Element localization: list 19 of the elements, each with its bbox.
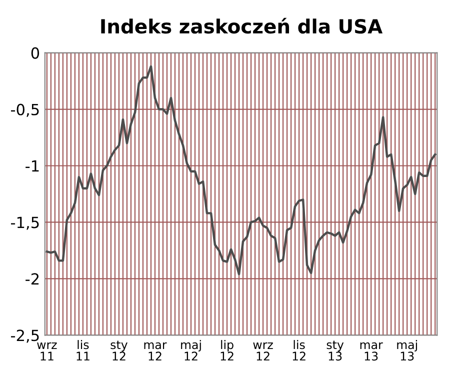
x-tick-label: sty 13 — [326, 340, 344, 361]
x-tick-label: mar 13 — [360, 342, 383, 361]
y-tick-label: -0,5 — [11, 104, 39, 117]
y-tick-label: -2 — [26, 273, 39, 284]
chart-title: Indeks zaskoczeń dla USA — [101, 18, 383, 34]
y-tick-label: -1 — [26, 160, 39, 172]
y-tick-label: -1,5 — [11, 216, 39, 230]
x-tick-label: maj 12 — [181, 340, 201, 360]
x-tick-label: wrz 11 — [37, 342, 57, 360]
x-tick-label: lis 11 — [76, 340, 90, 360]
y-tick-label: 0 — [31, 47, 40, 59]
y-tick-label: -2,5 — [11, 330, 39, 343]
x-tick-label: sty 12 — [110, 340, 128, 360]
x-tick-label: lip 12 — [220, 340, 234, 360]
x-tick-label: maj 13 — [397, 340, 417, 361]
x-tick-label: mar 12 — [144, 342, 167, 360]
x-tick-label: wrz 12 — [253, 342, 273, 360]
x-tick-label: lis 12 — [292, 340, 306, 360]
line-series — [46, 65, 436, 276]
